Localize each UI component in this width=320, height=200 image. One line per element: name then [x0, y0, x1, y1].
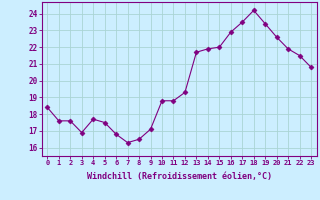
X-axis label: Windchill (Refroidissement éolien,°C): Windchill (Refroidissement éolien,°C): [87, 172, 272, 181]
